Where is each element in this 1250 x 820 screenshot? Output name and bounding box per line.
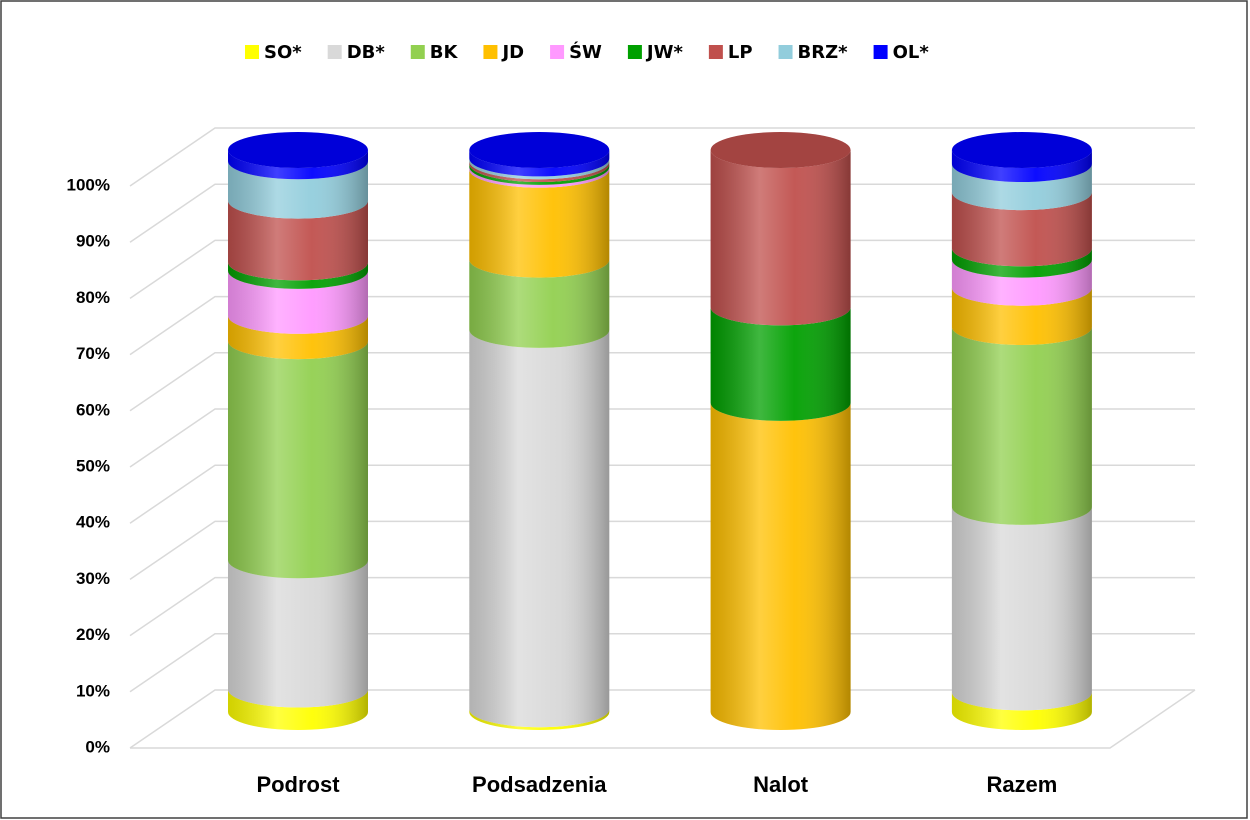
x-tick-label: Razem bbox=[986, 772, 1057, 797]
y-tick-label: 50% bbox=[76, 456, 110, 475]
shading bbox=[228, 150, 368, 730]
legend-swatch bbox=[873, 45, 888, 59]
cylinder-top bbox=[228, 132, 368, 168]
shading bbox=[469, 150, 610, 730]
legend-swatch bbox=[778, 45, 793, 59]
legend-label: BK bbox=[430, 42, 459, 63]
cylinder-top bbox=[710, 132, 851, 168]
shading bbox=[710, 150, 851, 730]
shading bbox=[951, 150, 1092, 730]
grid-line bbox=[129, 464, 1195, 524]
legend-label: LP bbox=[728, 42, 753, 63]
y-tick-label: 10% bbox=[76, 681, 110, 700]
y-tick-label: 90% bbox=[76, 232, 110, 251]
legend-label: BRZ* bbox=[798, 42, 849, 63]
legend-label: JW* bbox=[645, 42, 684, 63]
legend-swatch bbox=[327, 45, 342, 59]
grid-line bbox=[129, 183, 1195, 243]
cylinder bbox=[469, 132, 610, 730]
y-tick-label: 80% bbox=[76, 288, 110, 307]
legend-swatch bbox=[550, 45, 565, 59]
y-tick-label: 70% bbox=[76, 344, 110, 363]
grid-line bbox=[129, 127, 1195, 187]
y-tick-label: 0% bbox=[85, 737, 110, 756]
legend-swatch bbox=[410, 45, 425, 59]
legend-label: ŚW bbox=[569, 41, 602, 63]
cylinder-top bbox=[469, 132, 610, 168]
grid-line bbox=[129, 352, 1195, 412]
legend-swatch bbox=[245, 45, 259, 59]
legend-label: OL* bbox=[893, 42, 930, 63]
cylinder-top-shade bbox=[710, 132, 851, 168]
cylinder-top bbox=[951, 132, 1092, 168]
grid-line bbox=[129, 239, 1195, 300]
legend-swatch bbox=[627, 45, 642, 59]
cylinder bbox=[228, 132, 368, 730]
legend-swatch bbox=[483, 45, 498, 59]
x-tick-label: Podsadzenia bbox=[472, 772, 607, 797]
x-tick-label: Nalot bbox=[753, 772, 809, 797]
cylinder bbox=[710, 132, 851, 730]
grid-line bbox=[129, 408, 1195, 468]
grid-line bbox=[129, 689, 1195, 749]
cylinder-top-shade bbox=[228, 132, 368, 168]
legend-label: DB* bbox=[347, 42, 386, 63]
grid-line bbox=[129, 576, 1195, 637]
x-tick-label: Podrost bbox=[256, 772, 340, 797]
y-tick-label: 30% bbox=[76, 569, 110, 588]
legend-label: SO* bbox=[264, 42, 302, 63]
floor bbox=[130, 689, 1196, 749]
y-tick-label: 60% bbox=[76, 400, 110, 419]
legend-label: JD bbox=[500, 42, 524, 63]
legend-swatch bbox=[708, 45, 723, 59]
y-tick-label: 20% bbox=[76, 625, 110, 644]
y-tick-label: 100% bbox=[67, 175, 110, 194]
cylinder bbox=[951, 132, 1092, 730]
grid-line bbox=[129, 633, 1195, 693]
cylinder-top-shade bbox=[951, 132, 1092, 168]
grid-line bbox=[129, 295, 1195, 356]
grid-line bbox=[129, 520, 1195, 581]
cylinder-top-shade bbox=[469, 132, 610, 168]
y-tick-label: 40% bbox=[76, 513, 110, 532]
